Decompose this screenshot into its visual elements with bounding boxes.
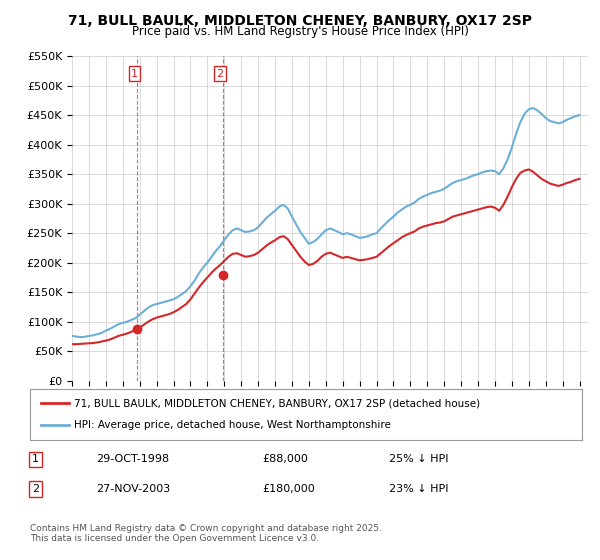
Text: Price paid vs. HM Land Registry's House Price Index (HPI): Price paid vs. HM Land Registry's House … bbox=[131, 25, 469, 38]
Text: 71, BULL BAULK, MIDDLETON CHENEY, BANBURY, OX17 2SP: 71, BULL BAULK, MIDDLETON CHENEY, BANBUR… bbox=[68, 14, 532, 28]
Text: 1: 1 bbox=[131, 69, 138, 79]
Text: Contains HM Land Registry data © Crown copyright and database right 2025.
This d: Contains HM Land Registry data © Crown c… bbox=[30, 524, 382, 543]
Text: 2: 2 bbox=[217, 69, 224, 79]
Text: 71, BULL BAULK, MIDDLETON CHENEY, BANBURY, OX17 2SP (detached house): 71, BULL BAULK, MIDDLETON CHENEY, BANBUR… bbox=[74, 398, 480, 408]
Text: 1: 1 bbox=[32, 454, 39, 464]
Text: 2: 2 bbox=[32, 484, 39, 494]
Text: £88,000: £88,000 bbox=[262, 454, 308, 464]
Text: 25% ↓ HPI: 25% ↓ HPI bbox=[389, 454, 448, 464]
Text: HPI: Average price, detached house, West Northamptonshire: HPI: Average price, detached house, West… bbox=[74, 421, 391, 431]
Text: 29-OCT-1998: 29-OCT-1998 bbox=[96, 454, 169, 464]
Text: 23% ↓ HPI: 23% ↓ HPI bbox=[389, 484, 448, 494]
Text: £180,000: £180,000 bbox=[262, 484, 314, 494]
Text: 27-NOV-2003: 27-NOV-2003 bbox=[96, 484, 170, 494]
